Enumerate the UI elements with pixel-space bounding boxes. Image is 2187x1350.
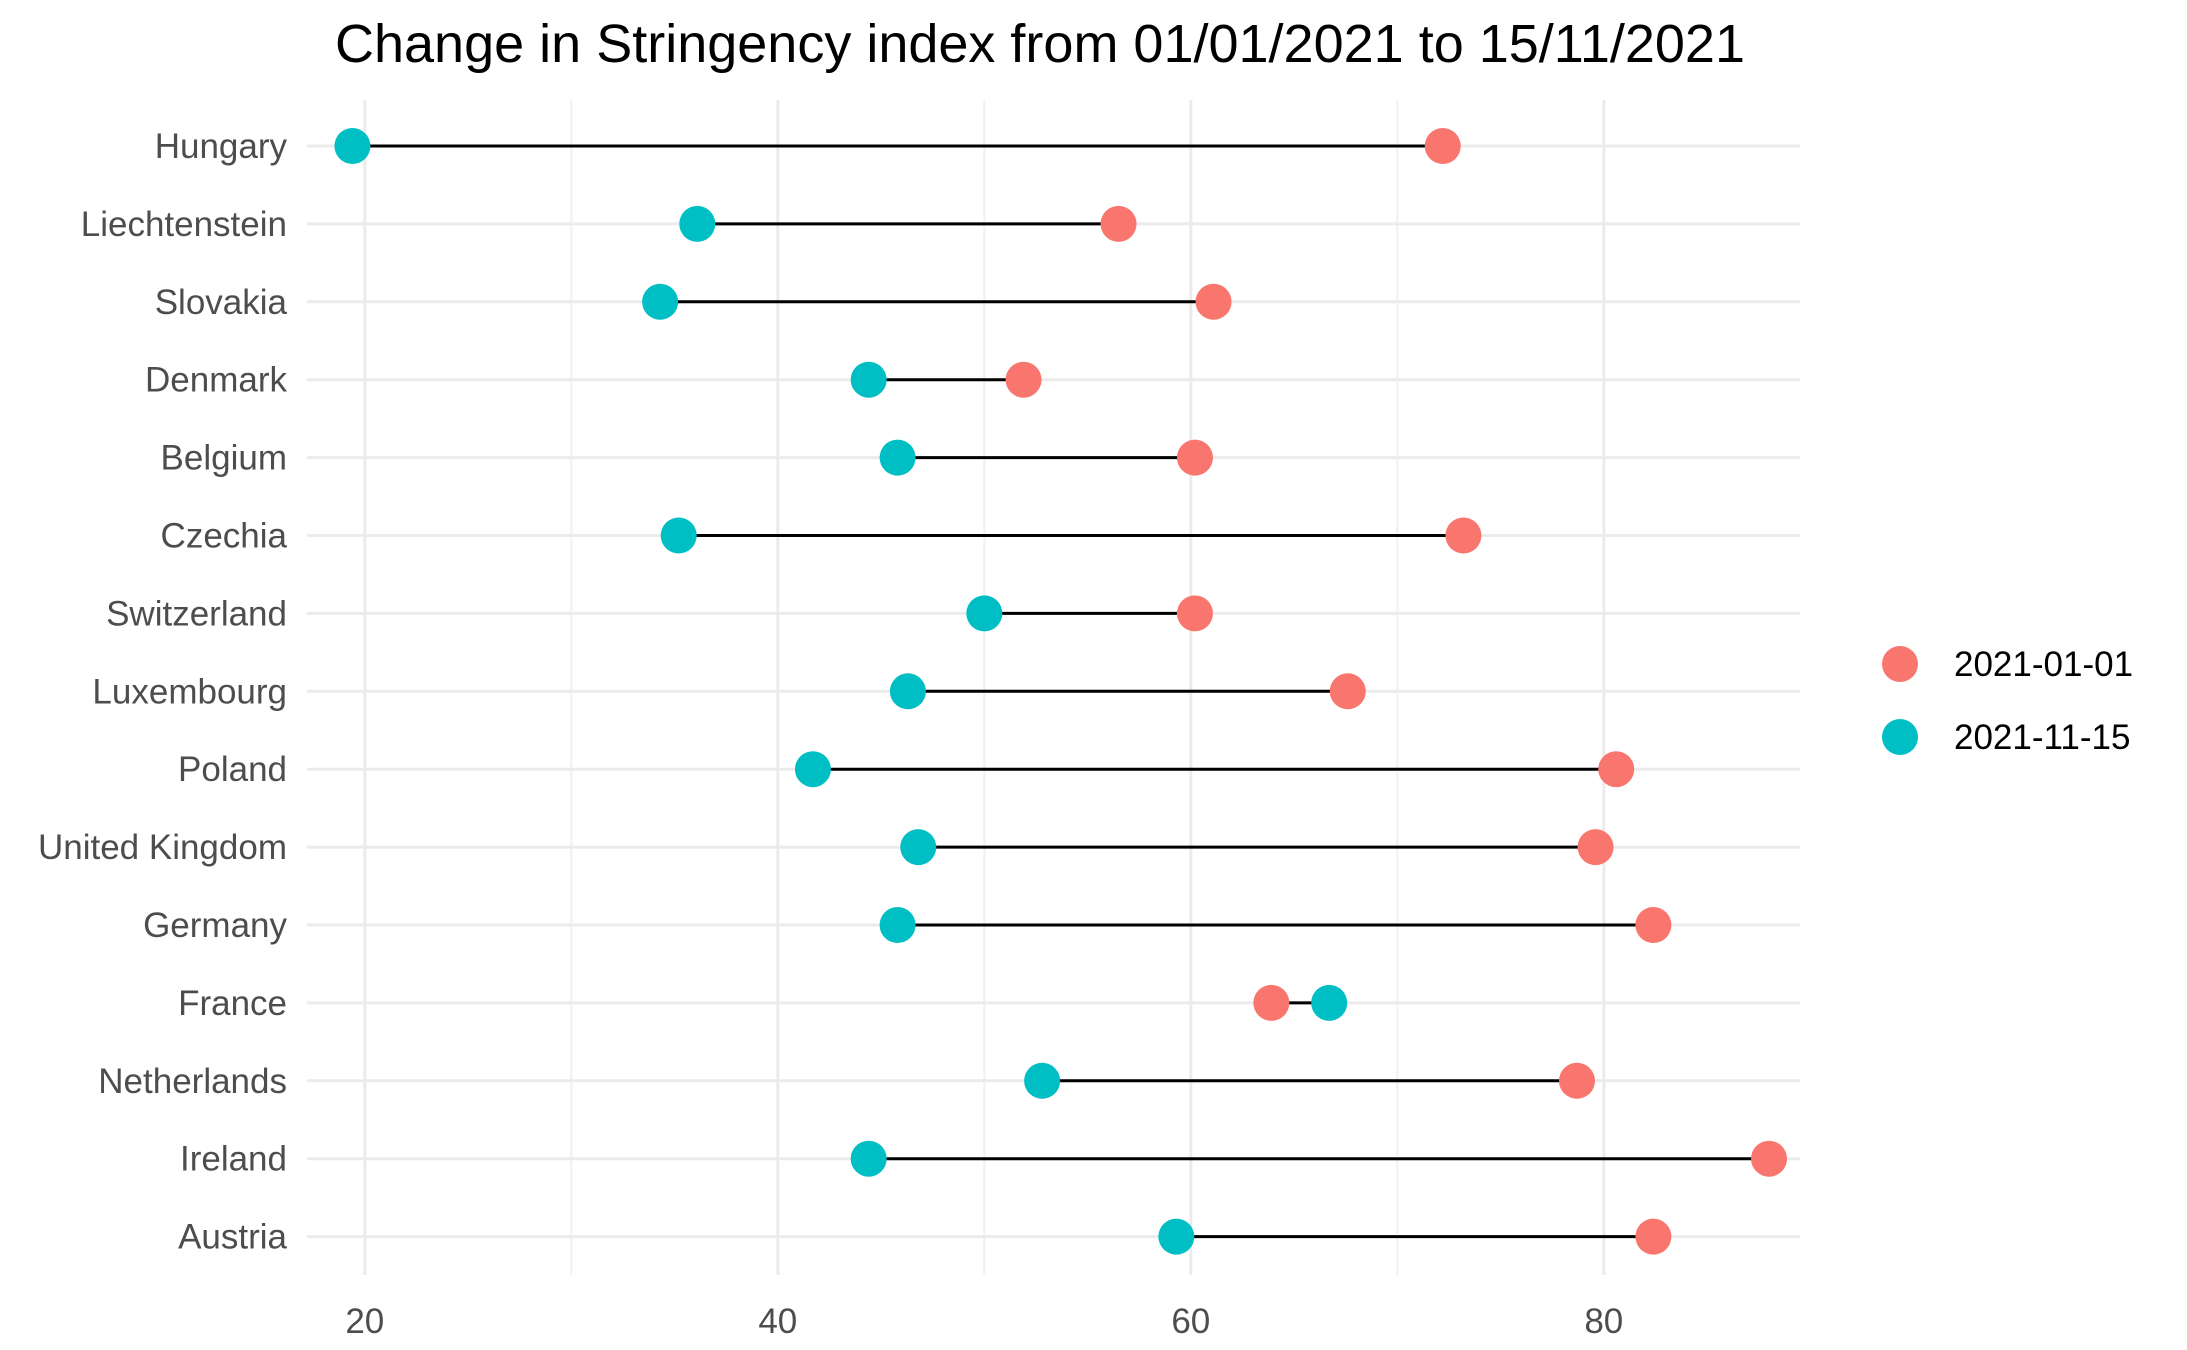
y-tick-label: France — [178, 984, 287, 1023]
y-tick-label: Austria — [178, 1218, 287, 1257]
point-2021-11-15 — [679, 205, 716, 242]
legend: 2021-01-01 2021-11-15 — [1882, 645, 2133, 757]
y-tick-label: Slovakia — [155, 283, 288, 322]
chart-title: Change in Stringency index from 01/01/20… — [335, 14, 1745, 74]
point-2021-01-01 — [1100, 205, 1137, 242]
point-2021-11-15 — [879, 439, 916, 476]
point-2021-01-01 — [1329, 673, 1366, 710]
y-tick-label: Netherlands — [98, 1062, 287, 1101]
point-2021-11-15 — [879, 907, 916, 943]
y-tick-label: Poland — [178, 750, 287, 789]
y-tick-label: Hungary — [155, 127, 288, 166]
point-2021-01-01 — [1195, 283, 1232, 320]
point-2021-01-01 — [1558, 1062, 1595, 1099]
x-tick-label: 80 — [1584, 1302, 1623, 1341]
x-tick-label: 20 — [345, 1302, 384, 1341]
point-2021-01-01 — [1577, 829, 1614, 866]
point-2021-11-15 — [900, 829, 937, 866]
point-2021-01-01 — [1005, 361, 1042, 398]
point-2021-01-01 — [1176, 439, 1213, 476]
y-tick-label: United Kingdom — [38, 828, 287, 867]
point-2021-11-15 — [334, 128, 371, 164]
legend-key — [1882, 719, 1918, 755]
minor-gridlines — [570, 100, 1399, 1275]
point-2021-11-15 — [1024, 1062, 1061, 1099]
dumbbell-segments — [352, 144, 1770, 1239]
y-tick-label: Liechtenstein — [81, 205, 287, 244]
y-tick-label: Czechia — [161, 517, 288, 556]
y-tick-label: Germany — [143, 906, 287, 945]
point-2021-11-15 — [966, 595, 1003, 632]
point-2021-11-15 — [642, 283, 679, 320]
point-2021-01-01 — [1635, 907, 1672, 943]
point-2021-01-01 — [1253, 984, 1290, 1021]
legend-label: 2021-11-15 — [1954, 718, 2130, 757]
point-2021-11-15 — [850, 1140, 887, 1177]
point-2021-11-15 — [660, 517, 697, 554]
point-2021-01-01 — [1751, 1140, 1788, 1177]
point-2021-01-01 — [1445, 517, 1482, 554]
y-axis-labels: Hungary Liechtenstein Slovakia Denmark Belgi… — [38, 127, 288, 1257]
point-2021-11-15 — [850, 361, 887, 398]
y-tick-label: Belgium — [161, 439, 287, 478]
x-axis-labels: 20 40 60 80 — [345, 1302, 1623, 1341]
legend-key — [1882, 646, 1918, 682]
y-tick-label: Switzerland — [106, 594, 287, 633]
point-2021-11-15 — [889, 673, 926, 710]
point-2021-11-15 — [1158, 1218, 1195, 1255]
legend-label: 2021-01-01 — [1954, 645, 2133, 684]
point-2021-11-15 — [1311, 984, 1348, 1021]
x-tick-label: 40 — [758, 1302, 797, 1341]
point-2021-01-01 — [1598, 751, 1635, 788]
y-tick-label: Denmark — [145, 361, 287, 400]
point-2021-11-15 — [794, 751, 831, 788]
data-points — [334, 128, 1788, 1255]
point-2021-01-01 — [1635, 1218, 1672, 1255]
y-tick-label: Ireland — [180, 1140, 287, 1179]
point-2021-01-01 — [1176, 595, 1213, 632]
point-2021-01-01 — [1424, 128, 1461, 164]
y-tick-label: Luxembourg — [92, 672, 287, 711]
x-tick-label: 60 — [1171, 1302, 1210, 1341]
